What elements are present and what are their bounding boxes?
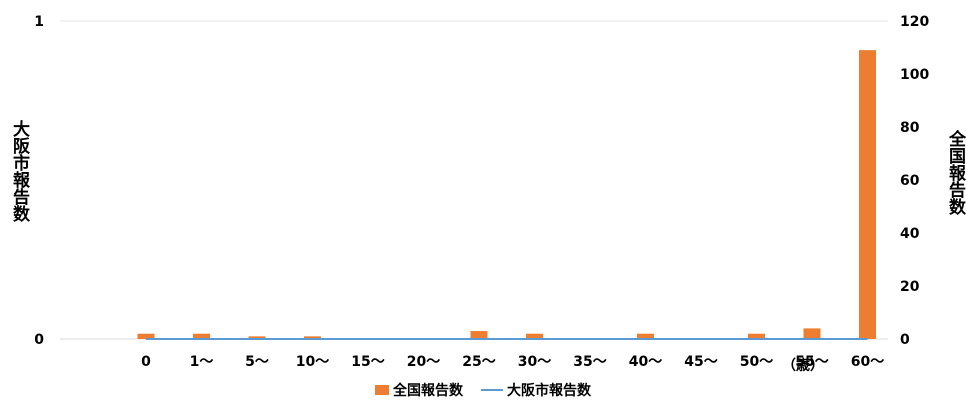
- x-tick-label: 0: [141, 354, 151, 370]
- x-tick-label: 50～: [740, 354, 773, 370]
- x-unit-label: （歳）: [782, 357, 824, 374]
- bar-national: [137, 333, 155, 339]
- bar-national: [859, 50, 876, 340]
- bar-national: [193, 333, 210, 339]
- x-tick-label: 30～: [518, 354, 551, 370]
- x-tick-label: 25～: [462, 354, 495, 370]
- bar-national: [526, 333, 543, 339]
- x-tick-label: 55～: [795, 354, 828, 370]
- x-tick-label: 10～: [296, 354, 329, 370]
- y-axis-right-label: 全国報告数: [945, 130, 965, 215]
- x-tick-label: 5～: [245, 354, 269, 370]
- y-axis-left-label: 大阪市報告数: [9, 120, 29, 222]
- x-tick-label: 15～: [351, 354, 384, 370]
- legend-item-osaka: 大阪市報告数: [481, 380, 591, 400]
- y-left-tick-label: 0: [34, 332, 44, 348]
- bar-national: [470, 331, 488, 339]
- y-right-tick-label: 60: [900, 173, 920, 189]
- y-right-tick-label: 0: [900, 332, 910, 348]
- legend-swatch-bar: [375, 385, 389, 395]
- legend-swatch-line: [481, 389, 503, 391]
- x-tick-label: 1～: [190, 354, 214, 370]
- bar-national: [248, 336, 266, 339]
- x-tick-label: 20～: [407, 354, 440, 370]
- bar-national: [803, 328, 821, 339]
- legend-label-national: 全国報告数: [393, 383, 463, 399]
- y-right-tick-label: 120: [900, 14, 929, 30]
- legend: 全国報告数 大阪市報告数: [0, 380, 966, 400]
- bar-national: [304, 336, 321, 339]
- y-right-tick-label: 40: [900, 226, 920, 242]
- y-left-tick-label: 1: [34, 14, 44, 30]
- x-tick-label: 45～: [684, 354, 717, 370]
- x-tick-label: 35～: [573, 354, 606, 370]
- y-right-tick-label: 80: [900, 120, 920, 136]
- bar-national: [637, 333, 654, 339]
- x-tick-label: 60～: [851, 354, 884, 370]
- y-right-tick-label: 100: [900, 67, 929, 83]
- legend-item-national: 全国報告数: [375, 380, 463, 400]
- legend-label-osaka: 大阪市報告数: [507, 383, 591, 399]
- bar-national: [748, 333, 765, 339]
- x-tick-label: 40～: [629, 354, 662, 370]
- y-right-tick-label: 20: [900, 279, 920, 295]
